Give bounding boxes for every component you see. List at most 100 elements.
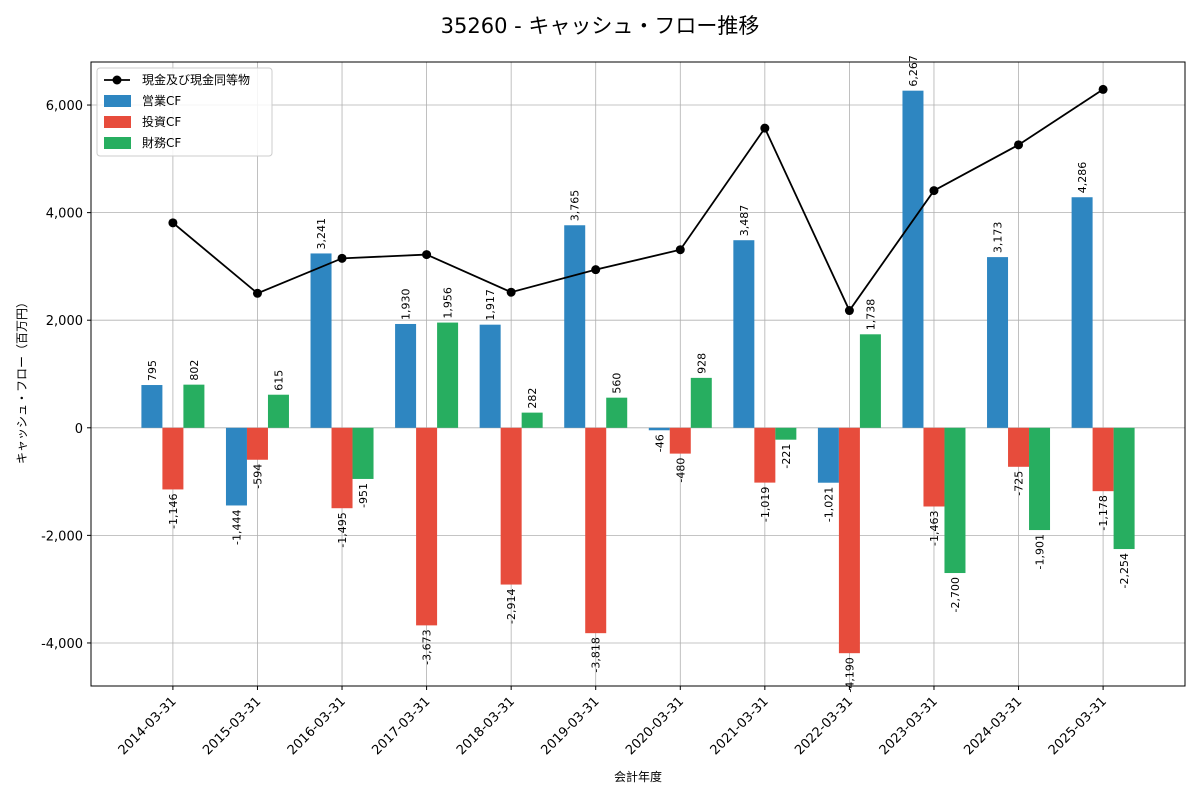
x-tick-label: 2017-03-31	[369, 694, 433, 758]
bar	[1071, 197, 1093, 428]
bar-value-label: 3,241	[315, 218, 328, 250]
bar-value-label: 560	[611, 373, 624, 394]
bar-value-label: -594	[251, 464, 264, 489]
bar-value-label: -1,019	[759, 487, 772, 522]
bar	[395, 323, 417, 428]
bar	[669, 427, 691, 454]
bar-value-label: 1,917	[484, 289, 497, 321]
bar	[1092, 427, 1114, 492]
bar	[352, 427, 374, 479]
legend-marker-swatch	[112, 75, 122, 85]
x-tick-label: 2025-03-31	[1046, 694, 1110, 758]
bar-value-label: 1,956	[442, 287, 455, 319]
legend-swatch	[104, 95, 131, 107]
bar-value-label: -1,146	[167, 493, 180, 528]
bar	[521, 412, 543, 428]
bar	[923, 427, 945, 507]
cash-point	[168, 218, 178, 228]
legend-label: 営業CF	[142, 94, 181, 108]
bar-value-label: -1,463	[928, 510, 941, 545]
bar	[225, 427, 247, 506]
cash-point	[506, 287, 516, 297]
bar	[585, 427, 607, 634]
x-tick-label: 2020-03-31	[623, 694, 687, 758]
bar-value-label: 802	[188, 360, 201, 381]
bar	[1113, 427, 1135, 550]
bar	[606, 397, 628, 428]
bar-value-label: -1,444	[230, 509, 243, 544]
bar-value-label: -480	[674, 458, 687, 483]
cash-line	[172, 88, 1104, 313]
bar-value-label: -2,914	[505, 589, 518, 624]
bar	[690, 377, 712, 428]
bar	[162, 427, 184, 490]
bar	[859, 334, 881, 428]
y-tick-label: -4,000	[41, 637, 83, 652]
bar	[416, 427, 438, 626]
bar	[987, 257, 1009, 428]
x-tick-label: 2014-03-31	[116, 694, 180, 758]
bar-value-label: 615	[272, 370, 285, 391]
line-layer	[168, 84, 1108, 316]
bar-value-label: 6,267	[907, 55, 920, 87]
bar-value-label: -3,818	[590, 637, 603, 672]
bar-value-label: -3,673	[421, 629, 434, 664]
bar-value-label: -1,495	[336, 512, 349, 547]
x-tick-label: 2021-03-31	[708, 694, 772, 758]
legend-label: 投資CF	[142, 114, 181, 129]
bar	[267, 394, 289, 428]
bar	[648, 427, 670, 431]
bar	[838, 427, 860, 654]
y-tick-label: 4,000	[46, 207, 83, 222]
bar	[564, 225, 586, 428]
bars-layer	[141, 90, 1135, 654]
legend-label: 財務CF	[142, 135, 181, 150]
legend-label: 現金及び現金同等物	[142, 72, 250, 87]
cash-point	[1098, 84, 1108, 94]
cash-point	[337, 253, 347, 263]
cash-point	[422, 250, 432, 260]
bar	[437, 322, 459, 428]
bar	[310, 253, 332, 428]
x-axis-title: 会計年度	[614, 769, 662, 784]
bar-value-label: 1,738	[864, 299, 877, 331]
y-tick-label: 2,000	[46, 314, 83, 329]
cash-point	[760, 123, 770, 133]
y-axis-title: キャッシュ・フロー（百万円）	[15, 296, 29, 464]
bar-value-label: -2,700	[949, 577, 962, 612]
x-tick-label: 2016-03-31	[285, 694, 349, 758]
y-tick-label: 0	[75, 422, 83, 437]
x-tick-label: 2022-03-31	[792, 694, 856, 758]
bar-value-label: -46	[653, 434, 666, 452]
cash-point	[252, 288, 262, 298]
y-tick-label: -2,000	[41, 529, 83, 544]
bar-value-label: 928	[695, 353, 708, 374]
bar-value-label: 1,930	[400, 288, 413, 320]
bar-value-label: 4,286	[1076, 162, 1089, 194]
bar-value-label: 3,173	[992, 222, 1005, 254]
bar	[1008, 427, 1030, 467]
x-tick-label: 2019-03-31	[539, 694, 603, 758]
x-tick-label: 2018-03-31	[454, 694, 518, 758]
cash-point	[844, 306, 854, 316]
x-tick-label: 2024-03-31	[961, 694, 1025, 758]
bar-value-label: -725	[1013, 471, 1026, 496]
bar	[817, 427, 839, 483]
bar	[944, 427, 966, 574]
bar-value-label: -1,021	[822, 487, 835, 522]
bar	[331, 427, 353, 509]
bar-value-label: -2,254	[1118, 553, 1131, 588]
cash-point	[1014, 140, 1024, 150]
bar-value-label: -1,901	[1034, 534, 1047, 569]
legend-swatch	[104, 137, 131, 149]
cash-point	[675, 245, 685, 255]
bar	[902, 90, 924, 428]
x-tick-label: 2015-03-31	[200, 694, 264, 758]
labels-layer: 795 -1,444 3,241 1,930 1,917 3,765 -46 3,487 -1,…	[146, 55, 1131, 692]
bar	[479, 324, 501, 428]
bar-value-label: -221	[780, 444, 793, 469]
bar	[775, 427, 797, 440]
bar-value-label: 282	[526, 388, 539, 409]
